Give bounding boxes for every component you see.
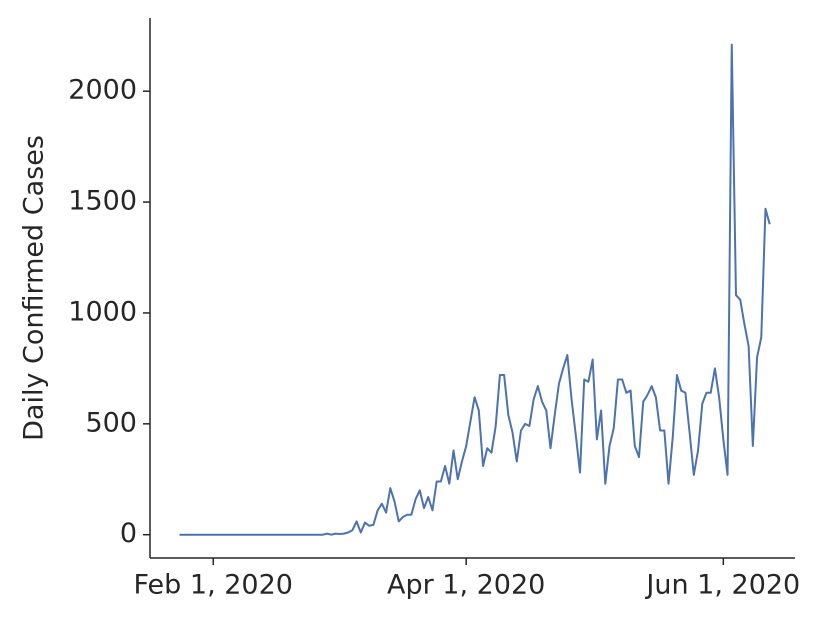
data-line (179, 43, 771, 536)
y-tick-label: 500 (85, 407, 137, 438)
y-axis-label: Daily Confirmed Cases (19, 135, 50, 441)
x-tick-label: Feb 1, 2020 (134, 570, 293, 601)
x-tick-label: Apr 1, 2020 (387, 570, 545, 601)
x-tick-label: Jun 1, 2020 (644, 570, 800, 601)
y-tick-label: 1500 (68, 186, 137, 217)
y-tick-label: 0 (120, 518, 137, 549)
y-tick-label: 1000 (68, 296, 137, 327)
y-tick-label: 2000 (68, 75, 137, 106)
